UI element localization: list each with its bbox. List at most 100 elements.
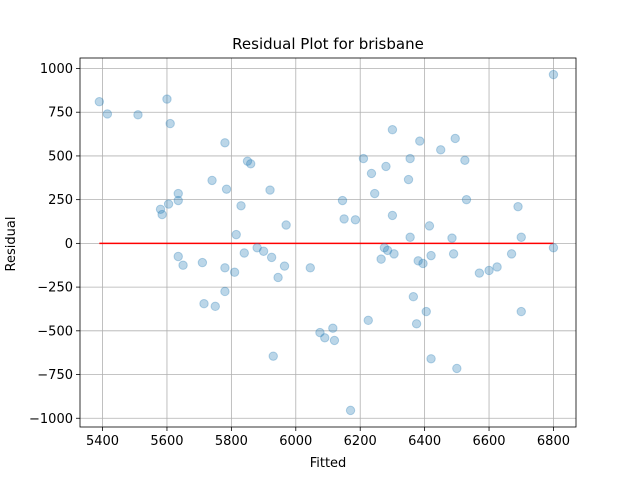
residual-point: [448, 249, 459, 259]
residual-point: [266, 252, 277, 263]
y-tick-label: 750: [48, 106, 73, 121]
residual-point: [242, 156, 253, 166]
y-tick-label: −750: [37, 368, 73, 383]
residual-point: [236, 201, 246, 211]
residual-point: [382, 245, 393, 256]
residual-point: [239, 248, 249, 258]
residual-point: [207, 175, 217, 186]
residual-point: [246, 159, 256, 169]
x-axis-label: Fitted: [310, 456, 347, 471]
residual-point: [387, 125, 398, 135]
residual-point: [450, 133, 460, 144]
residual-point: [405, 153, 415, 164]
residual-point: [252, 243, 262, 253]
residual-point: [221, 184, 232, 194]
y-tick-label: 0: [65, 237, 73, 252]
residual-point: [162, 94, 172, 104]
residual-point: [415, 136, 425, 146]
residual-point: [426, 250, 436, 261]
residual-point: [328, 323, 338, 333]
residual-point: [411, 319, 422, 329]
residual-point: [506, 249, 517, 259]
residual-point: [258, 246, 269, 256]
residual-point: [350, 215, 361, 225]
residual-point: [133, 110, 143, 120]
residual-point: [339, 214, 349, 224]
residual-point: [281, 220, 291, 230]
plot-frame: [79, 57, 577, 428]
y-tick-label: −500: [37, 324, 73, 339]
axis-ticks: 5400 5600 5800 6000 6200 6400 6600 6800 −1000 −75…: [29, 62, 570, 449]
residual-point: [370, 188, 380, 199]
residual-point: [315, 327, 325, 338]
y-tick-label: −1000: [29, 412, 73, 427]
residual-point: [513, 201, 523, 212]
y-tick-label: 1000: [40, 62, 73, 77]
residual-point: [165, 118, 175, 129]
x-tick-label: 5400: [86, 434, 119, 449]
residual-point: [220, 138, 230, 148]
residual-point: [94, 97, 105, 107]
x-tick-label: 6000: [279, 434, 312, 449]
residual-point: [220, 263, 230, 273]
residual-point: [376, 254, 386, 264]
residual-point: [305, 263, 315, 273]
x-tick-label: 6800: [537, 434, 570, 449]
residual-point: [447, 233, 457, 243]
residual-point: [548, 69, 559, 80]
residual-point: [157, 209, 167, 220]
residual-point: [220, 286, 230, 297]
residual-point: [199, 299, 209, 309]
data-points: [94, 69, 559, 416]
residual-point: [197, 257, 208, 268]
residual-point: [484, 265, 494, 276]
y-tick-label: 250: [48, 193, 73, 208]
y-tick-label: −250: [37, 281, 73, 296]
residual-point: [363, 315, 373, 326]
residual-point: [366, 168, 377, 179]
residual-point: [548, 243, 559, 253]
residual-point: [320, 333, 330, 343]
residual-point: [231, 229, 241, 240]
residual-point: [408, 292, 419, 302]
residual-point: [516, 306, 526, 317]
residual-point: [265, 185, 275, 195]
residual-point: [403, 174, 414, 185]
residual-point: [173, 188, 183, 199]
residual-point: [345, 405, 356, 416]
residual-point: [418, 258, 428, 269]
residual-point: [173, 251, 183, 262]
residual-point: [279, 261, 290, 271]
residual-point: [460, 155, 470, 166]
residual-point: [426, 354, 436, 364]
residual-point: [381, 161, 391, 172]
residual-point: [273, 272, 283, 283]
x-tick-label: 6600: [472, 434, 505, 449]
residual-point: [492, 262, 502, 272]
residual-point: [389, 249, 399, 259]
residual-point: [358, 153, 369, 164]
y-axis-label: Residual: [4, 217, 19, 272]
residual-point: [387, 210, 398, 221]
residual-point: [405, 232, 415, 242]
residual-point: [379, 243, 390, 253]
residual-point: [413, 256, 423, 266]
residual-point: [163, 199, 174, 209]
residual-point: [461, 194, 472, 205]
x-tick-label: 6400: [408, 434, 441, 449]
residual-point: [516, 232, 526, 242]
residual-point: [474, 268, 485, 278]
x-tick-label: 5600: [150, 434, 183, 449]
residual-point: [173, 195, 183, 206]
residual-point: [452, 363, 462, 374]
x-tick-label: 6200: [344, 434, 377, 449]
residual-point: [229, 267, 240, 277]
residual-point: [421, 306, 431, 317]
residual-point: [102, 109, 113, 119]
residual-point: [268, 351, 278, 361]
residual-point: [210, 301, 220, 312]
residual-point: [424, 221, 435, 231]
residual-point: [436, 145, 446, 155]
